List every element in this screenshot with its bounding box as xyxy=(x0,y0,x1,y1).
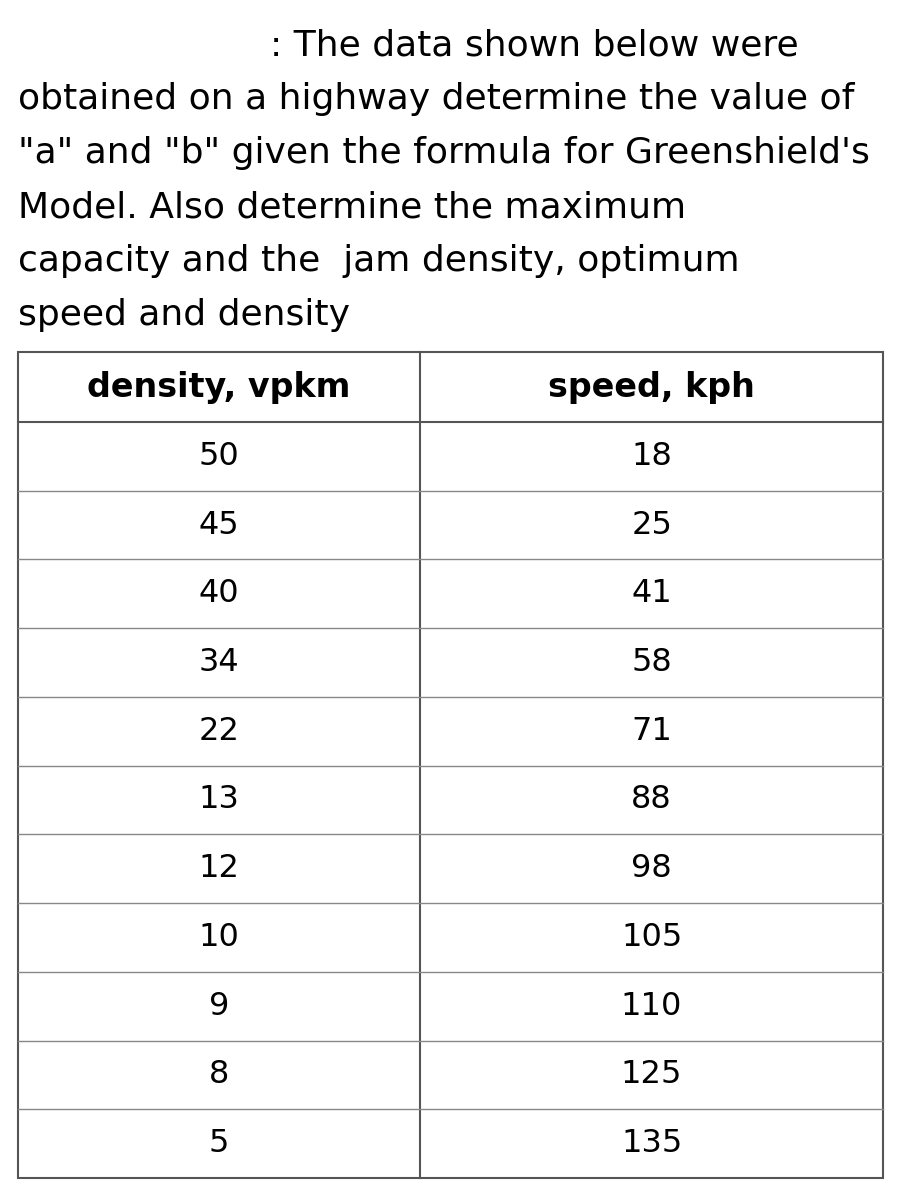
Text: 40: 40 xyxy=(199,578,240,610)
Text: capacity and the  jam density, optimum: capacity and the jam density, optimum xyxy=(18,244,740,278)
Bar xyxy=(18,352,883,1178)
Text: Model. Also determine the maximum: Model. Also determine the maximum xyxy=(18,190,687,224)
Text: 50: 50 xyxy=(199,440,240,472)
Text: 25: 25 xyxy=(632,510,672,540)
Text: 41: 41 xyxy=(632,578,672,610)
Text: 10: 10 xyxy=(199,922,240,953)
Text: 9: 9 xyxy=(209,991,229,1021)
Text: 125: 125 xyxy=(621,1060,682,1091)
Text: 110: 110 xyxy=(621,991,682,1021)
Text: speed, kph: speed, kph xyxy=(548,371,755,403)
Text: 135: 135 xyxy=(621,1128,682,1159)
Text: 8: 8 xyxy=(209,1060,229,1091)
Text: 22: 22 xyxy=(198,715,240,746)
Text: 34: 34 xyxy=(199,647,240,678)
Text: "a" and "b" given the formula for Greenshield's: "a" and "b" given the formula for Greens… xyxy=(18,136,869,170)
Text: density, vpkm: density, vpkm xyxy=(87,371,350,403)
Text: 71: 71 xyxy=(632,715,672,746)
Text: 12: 12 xyxy=(198,853,240,884)
Text: 5: 5 xyxy=(209,1128,229,1159)
Text: speed and density: speed and density xyxy=(18,298,350,332)
Text: 13: 13 xyxy=(199,785,240,816)
Text: 88: 88 xyxy=(632,785,672,816)
Text: obtained on a highway determine the value of: obtained on a highway determine the valu… xyxy=(18,82,854,116)
Text: : The data shown below were: : The data shown below were xyxy=(270,28,798,62)
Text: 18: 18 xyxy=(632,440,672,472)
Text: 58: 58 xyxy=(632,647,672,678)
Text: 105: 105 xyxy=(621,922,682,953)
Text: 45: 45 xyxy=(199,510,240,540)
Text: 98: 98 xyxy=(632,853,672,884)
